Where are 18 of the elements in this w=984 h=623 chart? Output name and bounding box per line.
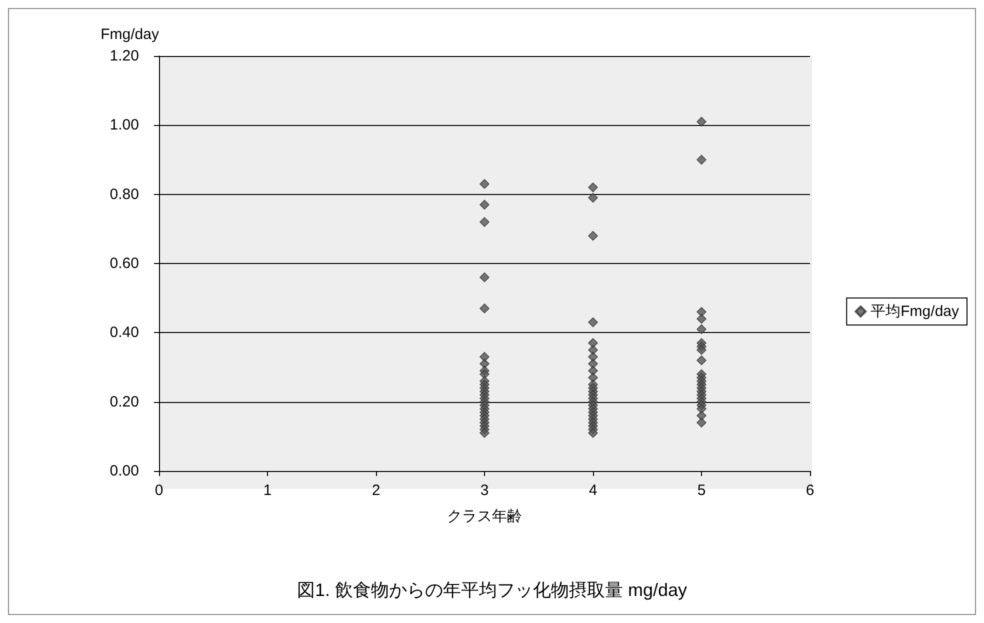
x-tick-label: 1 bbox=[263, 482, 272, 499]
text: 図1. 飲食物からの年平均フッ化物摂取量 mg/day bbox=[296, 580, 688, 600]
y-axis-title: Fmg/day bbox=[100, 26, 160, 43]
y-tick-label: 1.20 bbox=[110, 48, 139, 64]
y-tick-label: 0.80 bbox=[110, 186, 139, 203]
y-tick-label: 0.00 bbox=[110, 462, 139, 480]
y-tick-label: 0.60 bbox=[110, 255, 139, 272]
y-tick-label: 1.00 bbox=[110, 116, 139, 134]
x-tick-label: 6 bbox=[806, 482, 814, 499]
x-tick-label: 2 bbox=[372, 482, 380, 499]
x-tick-label: 5 bbox=[697, 482, 706, 499]
x-axis-title: クラス年齢 bbox=[447, 508, 522, 525]
x-tick-label: 4 bbox=[588, 482, 598, 499]
x-tick-label: 0 bbox=[154, 482, 164, 499]
y-tick-label: 0.40 bbox=[110, 324, 139, 342]
y-tick-label: 0.20 bbox=[110, 393, 139, 410]
x-tick-label: 3 bbox=[480, 482, 489, 499]
legend-label: 平均Fmg/day bbox=[870, 303, 960, 320]
